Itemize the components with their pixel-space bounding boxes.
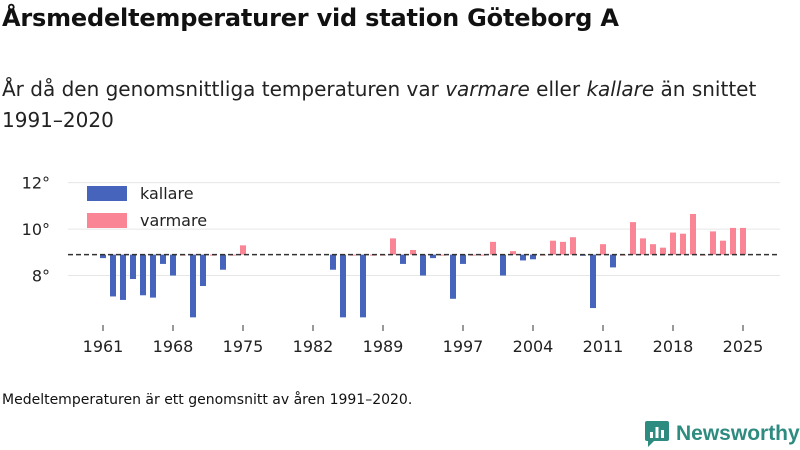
bars xyxy=(100,213,746,318)
x-axis: 1961 1968 1975 1982 1989 1997 2004 2011 2018 2025 xyxy=(83,325,764,356)
footnote: Medeltemperaturen är ett genomsnitt av å… xyxy=(2,392,413,408)
x-tick-label: 1961 xyxy=(83,337,124,356)
newsworthy-logo: Newsworthy xyxy=(644,419,800,449)
bar-warmer xyxy=(440,254,446,256)
bar-colder xyxy=(330,254,336,270)
bar-colder xyxy=(360,254,366,318)
bar-colder xyxy=(420,254,426,276)
bar-warmer xyxy=(660,247,666,255)
bar-warmer xyxy=(670,232,676,255)
bar-warmer xyxy=(410,249,416,255)
x-tick-label: 1989 xyxy=(363,337,404,356)
bar-colder xyxy=(400,254,406,264)
bar-warmer xyxy=(630,222,636,255)
bar-colder xyxy=(340,254,346,318)
bar-warmer xyxy=(740,227,746,255)
x-tick-label: 2004 xyxy=(513,337,554,356)
bar-warmer xyxy=(720,240,726,255)
subtitle-text-mid: eller xyxy=(529,77,587,101)
bar-colder xyxy=(430,254,436,259)
bar-colder xyxy=(140,254,146,296)
bar-colder xyxy=(170,254,176,276)
bar-colder xyxy=(220,254,226,270)
legend: kallare varmare xyxy=(87,184,207,230)
bar-colder xyxy=(530,254,536,260)
bar-warmer xyxy=(550,240,556,255)
subtitle-warmer-word: varmare xyxy=(445,77,530,101)
bar-colder xyxy=(130,254,136,280)
bar-colder xyxy=(500,254,506,276)
bar-colder xyxy=(100,254,106,259)
x-tick-label: 1982 xyxy=(293,337,334,356)
newsworthy-logo-icon xyxy=(645,421,669,447)
bar-warmer xyxy=(480,254,486,256)
bar-warmer xyxy=(650,244,656,255)
bar-colder xyxy=(120,254,126,300)
bar-colder xyxy=(590,254,596,309)
bar-colder xyxy=(150,254,156,298)
bar-colder xyxy=(160,254,166,264)
bar-colder xyxy=(450,254,456,299)
newsworthy-logo-text: Newsworthy xyxy=(676,422,800,445)
bar-warmer xyxy=(390,238,396,255)
bar-warmer xyxy=(570,237,576,255)
y-tick-label: 12° xyxy=(22,174,50,193)
bar-colder xyxy=(610,254,616,268)
legend-label-warmer: varmare xyxy=(140,211,207,230)
legend-label-colder: kallare xyxy=(140,184,194,203)
bar-warmer xyxy=(690,213,696,255)
bar-warmer xyxy=(490,241,496,255)
subtitle-text: År då den genomsnittliga temperaturen va… xyxy=(2,77,446,101)
x-tick-label: 1968 xyxy=(153,337,194,356)
bar-warmer xyxy=(240,245,246,255)
y-tick-label: 10° xyxy=(22,220,50,239)
bar-warmer xyxy=(600,244,606,255)
bar-warmer xyxy=(680,233,686,255)
x-tick-label: 2025 xyxy=(723,337,764,356)
subtitle-colder-word: kallare xyxy=(586,77,655,101)
x-tick-label: 1975 xyxy=(223,337,264,356)
legend-swatch-warmer xyxy=(87,213,127,228)
bar-warmer xyxy=(640,238,646,255)
x-tick-label: 2011 xyxy=(583,337,624,356)
y-axis-tick-labels: 8° 10° 12° xyxy=(22,174,50,286)
bar-warmer xyxy=(510,251,516,255)
x-tick-label: 2018 xyxy=(653,337,694,356)
legend-swatch-colder xyxy=(87,186,127,201)
bar-warmer xyxy=(560,241,566,255)
bar-warmer xyxy=(730,227,736,255)
bar-colder xyxy=(110,254,116,297)
subtitle-text-end: än snittet 1991–2020 xyxy=(2,77,757,132)
chart-subtitle: År då den genomsnittliga temperaturen va… xyxy=(2,74,792,136)
bar-warmer xyxy=(710,231,716,255)
bar-colder xyxy=(460,254,466,264)
chart-title: Årsmedeltemperaturer vid station Götebor… xyxy=(2,4,619,32)
bar-colder xyxy=(190,254,196,318)
bar-colder xyxy=(520,254,526,261)
bar-colder xyxy=(200,254,206,286)
y-tick-label: 8° xyxy=(32,267,50,286)
temperature-bar-chart: 8° 10° 12° 1961 1968 1975 1982 1989 1997 2004 201… xyxy=(22,174,780,356)
x-tick-label: 1997 xyxy=(443,337,484,356)
